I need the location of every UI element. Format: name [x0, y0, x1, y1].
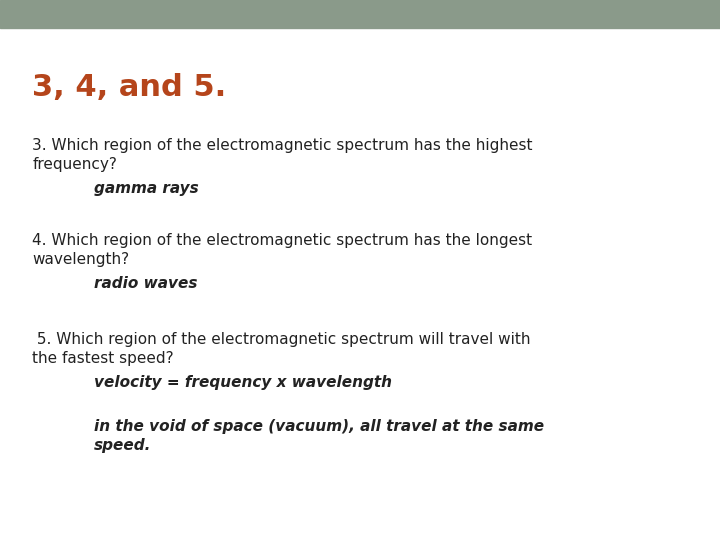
Text: 3. Which region of the electromagnetic spectrum has the highest
frequency?: 3. Which region of the electromagnetic s… — [32, 138, 533, 172]
Text: 3, 4, and 5.: 3, 4, and 5. — [32, 73, 227, 102]
Text: velocity = frequency x wavelength: velocity = frequency x wavelength — [94, 375, 392, 390]
Text: in the void of space (vacuum), all travel at the same
speed.: in the void of space (vacuum), all trave… — [94, 418, 544, 453]
Text: 5. Which region of the electromagnetic spectrum will travel with
the fastest spe: 5. Which region of the electromagnetic s… — [32, 332, 531, 366]
Text: gamma rays: gamma rays — [94, 181, 198, 196]
Text: radio waves: radio waves — [94, 276, 197, 292]
Text: 4. Which region of the electromagnetic spectrum has the longest
wavelength?: 4. Which region of the electromagnetic s… — [32, 233, 533, 267]
